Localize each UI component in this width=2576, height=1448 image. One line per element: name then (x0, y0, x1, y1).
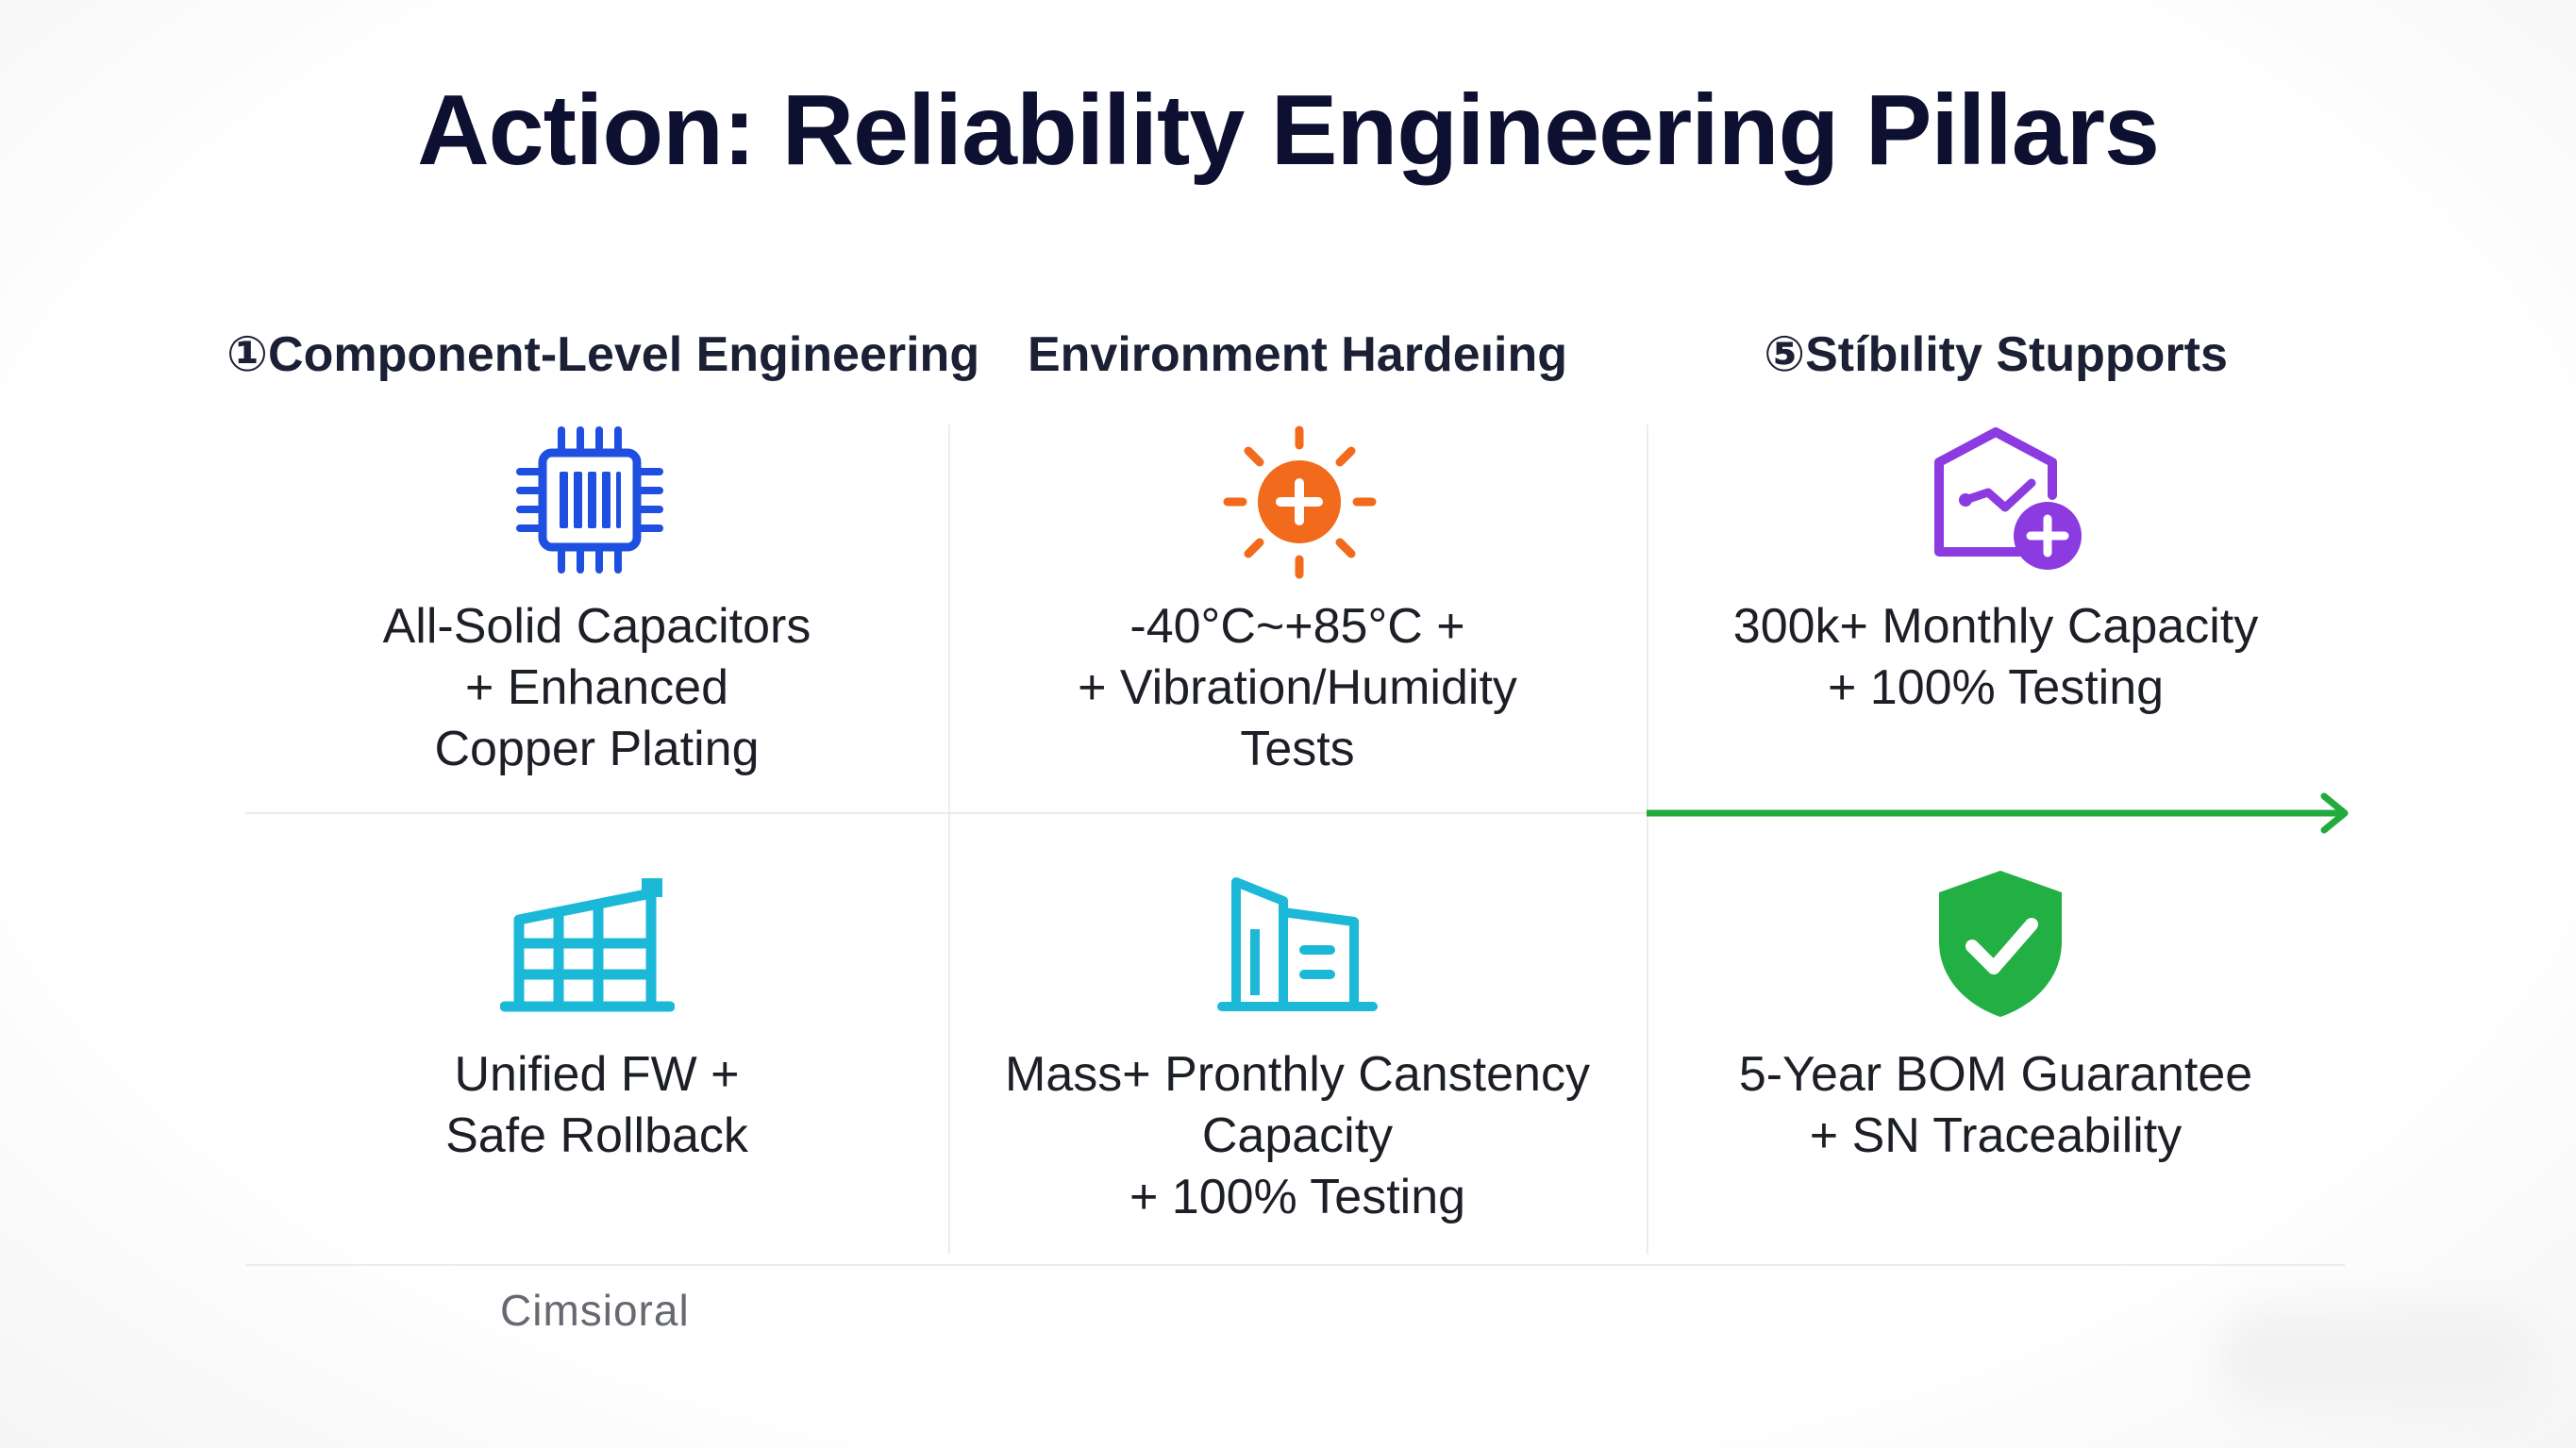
cell-text-firmware: Unified FW + Safe Rollback (445, 1047, 748, 1163)
cell-text-capacity: 300k+ Monthly Capacity + 100% Testing (1732, 599, 2259, 715)
chip-icon (516, 426, 663, 574)
cell-text-bom-guarantee: 5-Year BOM Guarantee + SN Traceability (1738, 1047, 2253, 1163)
footer-label: Cimsioral (500, 1286, 690, 1335)
grid-divider-bottom (245, 1264, 2345, 1266)
shield-check-icon (1939, 871, 2062, 1017)
progress-arrow-icon (1647, 792, 2349, 834)
column-heading-stability: ⑤Stíbılity Stupports (1764, 327, 2228, 382)
chart-plus-icon (1934, 427, 2082, 570)
cell-text-consistency: Mass+ Pronthly Canstency Capacity + 100%… (1005, 1047, 1590, 1224)
sun-plus-icon (1223, 425, 1377, 579)
background-smudge (2217, 1307, 2538, 1410)
factory-icon (500, 878, 675, 1012)
cell-text-temperature: -40°C~+85°C + + Vibration/Humidity Tests (1078, 599, 1517, 776)
cell-text-capacitors: All-Solid Capacitors + Enhanced Copper P… (382, 599, 811, 776)
column-heading-environment: Environment Hardeıing (1027, 327, 1568, 382)
column-heading-component: ①Component-Level Engineering (226, 327, 980, 382)
arrow-head (2320, 792, 2349, 834)
page-title: Action: Reliability Engineering Pillars (417, 75, 2160, 186)
grid-divider-vertical-2 (1647, 424, 1648, 1255)
grid-divider-vertical-1 (948, 424, 950, 1255)
building-icon (1217, 877, 1378, 1011)
grid-divider-horizontal (245, 812, 1647, 814)
